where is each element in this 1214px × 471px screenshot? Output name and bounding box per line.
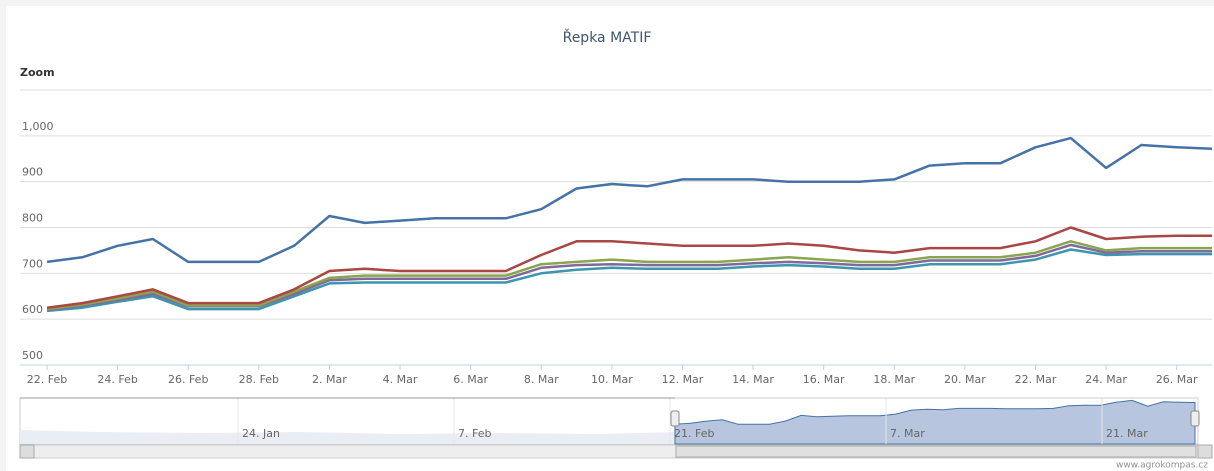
series-line (46, 240, 1212, 311)
credit: www.agrokompas.cz (1116, 461, 1208, 471)
x-tick-label: 8. Mar (524, 373, 559, 386)
lines (46, 136, 1213, 313)
x-tick-label: 18. Mar (873, 373, 915, 386)
series-line (46, 226, 1212, 309)
y-tick-label: 700 (22, 257, 43, 270)
navigator: 24. Jan 7. Feb 21. Feb 7. Mar 21. Mar (20, 397, 1200, 445)
scroll-left[interactable] (19, 444, 35, 459)
navigator-handle[interactable] (670, 410, 680, 427)
x-tick-label: 6. Mar (453, 373, 488, 386)
zoom-label[interactable]: Zoom (20, 66, 55, 79)
x-tick-label: 4. Mar (383, 373, 418, 386)
x-tick-label: 24. Mar (1085, 373, 1127, 386)
navigator-handle[interactable] (1190, 410, 1200, 427)
y-tick-label: 1,000 (22, 120, 54, 133)
navigator-area (674, 399, 1196, 445)
x-tick-label: 28. Feb (239, 373, 279, 386)
navigator-label: 24. Jan (242, 427, 280, 440)
x-tick-label: 26. Mar (1156, 373, 1198, 386)
navigator-history (20, 430, 675, 444)
navigator-label: 21. Feb (674, 427, 714, 440)
x-tick-label: 16. Mar (803, 373, 845, 386)
grid: 500 600 700 800 900 1,000 22. Feb 24. Feb 26. Fe… (20, 120, 1212, 386)
x-tick-label: 24. Feb (97, 373, 137, 386)
x-tick-label: 12. Mar (662, 373, 704, 386)
y-tick-label: 600 (22, 303, 43, 316)
scroll-right[interactable] (1197, 444, 1213, 459)
y-tick-label: 900 (22, 166, 43, 179)
x-tick-label: 20. Mar (944, 373, 986, 386)
x-tick-label: 22. Feb (27, 373, 67, 386)
x-tick-label: 10. Mar (591, 373, 633, 386)
scrollbar-thumb[interactable] (675, 445, 1197, 458)
series-line (46, 136, 1213, 264)
x-tick-label: 14. Mar (732, 373, 774, 386)
navigator-label: 21. Mar (1106, 427, 1148, 440)
navigator-label: 7. Feb (458, 427, 491, 440)
y-tick-label: 800 (22, 212, 43, 225)
navigator-label: 7. Mar (890, 427, 925, 440)
y-tick-label: 500 (22, 349, 43, 362)
chart-title: Řepka MATIF (563, 29, 652, 46)
series-line (46, 248, 1212, 313)
chart-background (6, 6, 1214, 471)
x-tick-label: 26. Feb (168, 373, 208, 386)
x-tick-label: 2. Mar (312, 373, 347, 386)
x-tick-label: 22. Mar (1015, 373, 1057, 386)
